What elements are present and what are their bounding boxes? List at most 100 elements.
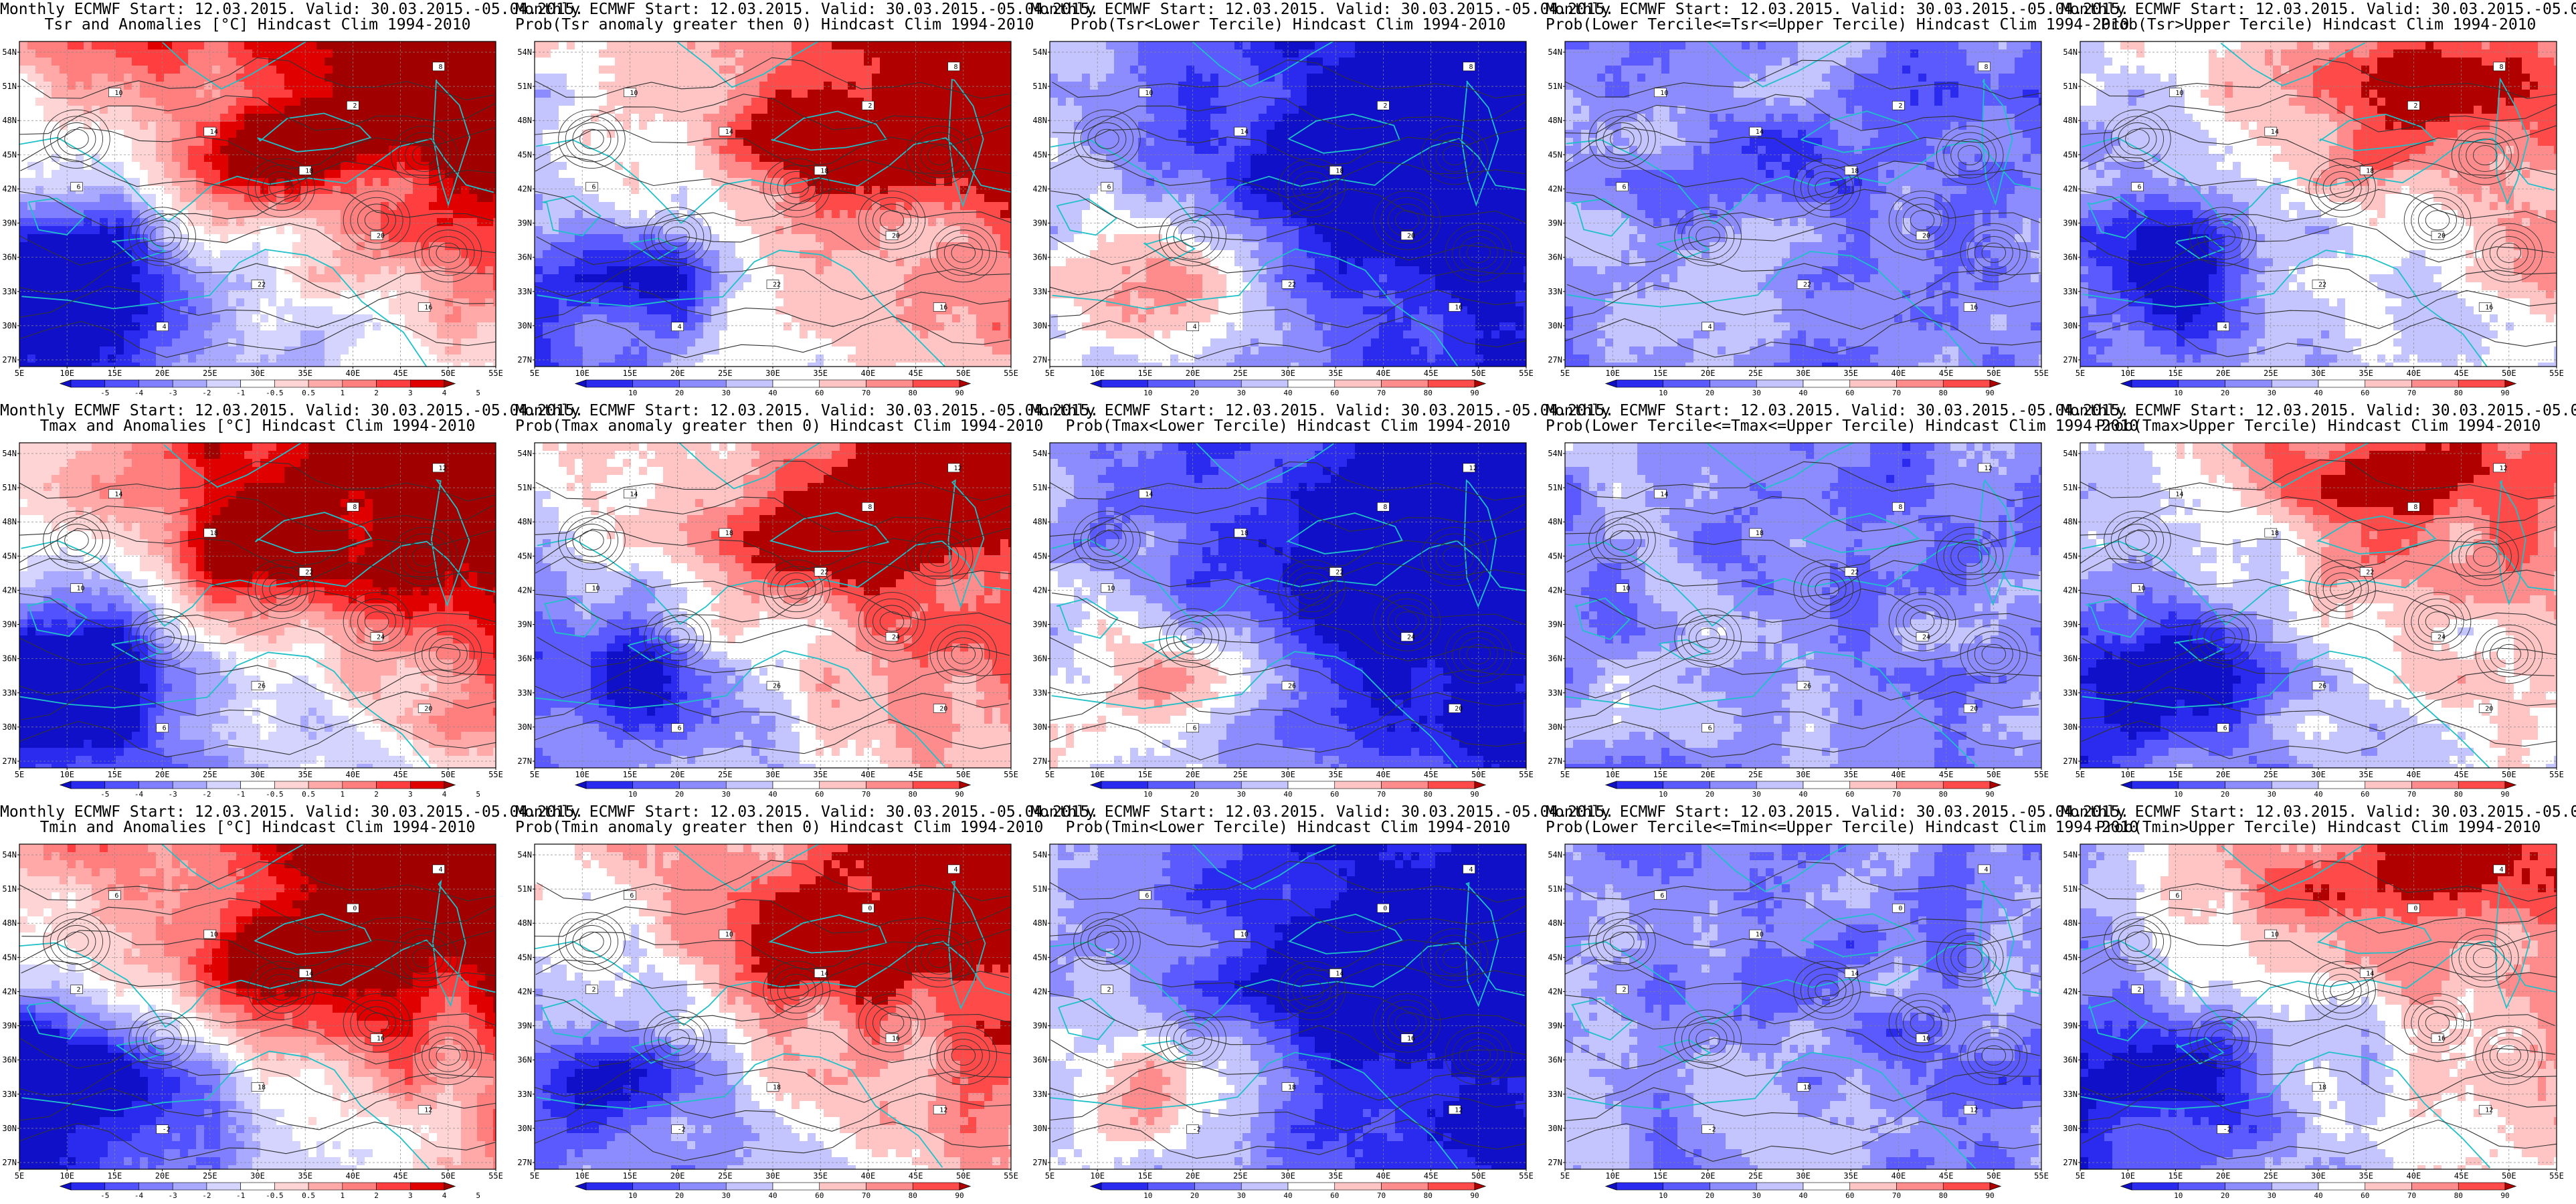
colorbar-segment [59,379,72,388]
contour-label: 8 [1985,64,1989,71]
colorbar-tick-label: 10 [1143,389,1152,397]
longitude-tick-label: 20E [155,1171,170,1181]
longitude-tick-label: 55E [1004,369,1018,378]
colorbar-tick-label: -4 [134,389,144,397]
map-panel: Monthly ECMWF Start: 12.03.2015. Valid: … [2061,0,2576,401]
map-field [2080,41,2557,367]
latitude-tick-label: 39N [2,1021,17,1031]
contour-label: 16 [424,304,432,312]
colorbar-tick-label: 30 [2268,1191,2276,1200]
colorbar-segment [632,379,680,388]
latitude-tick-label: 30N [2,722,17,732]
map-panel: Monthly ECMWF Start: 12.03.2015. Valid: … [2061,803,2576,1204]
latitude-tick-label: 51N [2063,884,2078,894]
panel-title-main: Monthly ECMWF Start: 12.03.2015. Valid: … [515,403,1099,419]
colorbar-tick-label: 80 [1939,790,1948,799]
coastlines [1565,844,2041,1169]
colorbar-tick-label: 2 [374,389,379,397]
longitude-tick-label: 40E [861,369,876,378]
longitude-tick-label: 10E [575,369,589,378]
colorbar-tick-label: 60 [815,790,824,799]
colorbar-segment [574,379,587,388]
colorbar-segment [1240,1182,1289,1191]
colorbar-tick-label: 80 [1939,389,1948,397]
latitude-tick-label: 48N [517,918,532,928]
contour-labels: 14 18 22 24 26 12 10 8 6 20 [2131,463,2508,732]
panel-title-variable: Prob(Lower Tercile<=Tmax<=Upper Tercile)… [1546,418,2138,434]
longitude-labels: 5E 10E 15E 20E 25E 30E 35E 40E 45E 50E 55E [15,367,503,378]
colorbar-tick-label: 20 [1190,1191,1199,1200]
panel-title-variable: Prob(Tmin<Lower Tercile) Hindcast Clim 1… [1030,819,1546,835]
contour-labels: 6 10 14 16 18 4 2 0 -2 12 [70,864,445,1134]
longitude-labels: 5E 10E 15E 20E 25E 30E 35E 40E 45E 50E 55E [1560,367,2049,378]
latitude-tick-label: 33N [2063,688,2078,698]
latitude-tick-label: 30N [2,1124,17,1133]
panel-title-main: Monthly ECMWF Start: 12.03.2015. Valid: … [1546,403,2129,419]
contour-label: 6 [163,725,167,732]
contour-label: 12 [2485,1107,2493,1114]
longitude-tick-label: 10E [1090,770,1105,779]
latitude-tick-label: 54N [2063,47,2078,57]
longitude-tick-label: 25E [718,770,733,779]
contour-label: 10 [1240,931,1249,938]
climatology-contours [1565,461,2041,758]
colorbar-tick-label: 60 [1330,790,1339,799]
latitude-tick-label: 51N [1032,82,1047,91]
contour-label: 14 [2366,970,2374,977]
latitude-tick-label: 33N [2,1090,17,1099]
longitude-tick-label: 45E [393,1171,408,1181]
colorbar-tick-label: 70 [1892,790,1901,799]
latitude-labels: 54N 51N 48N 45N 42N 39N 36N 33N 30N 27N [517,449,535,766]
longitude-tick-label: 55E [1519,1171,1534,1181]
contour-label: 26 [773,683,781,690]
longitude-tick-label: 50E [441,1171,456,1181]
colorbar-segment [1147,1182,1195,1191]
latitude-tick-label: 30N [1548,321,1562,330]
contour-label: 18 [1240,530,1249,537]
colorbar-segment [1803,1182,1851,1191]
latitude-tick-label: 33N [1548,1090,1562,1099]
longitude-tick-label: 35E [1328,1171,1343,1181]
longitude-tick-label: 20E [670,770,685,779]
latitude-tick-label: 33N [517,688,532,698]
colorbar-tick-label: 10 [2174,389,2183,397]
contour-label: 18 [2318,1084,2326,1092]
latitude-tick-label: 36N [2063,253,2078,262]
panel-title-variable: Prob(Tmin>Upper Tercile) Hindcast Clim 1… [2061,819,2576,835]
colorbar-tick-label: 40 [1283,1191,1292,1200]
colorbar-segment [1147,379,1195,388]
colorbar-tick-label: -5 [100,389,109,397]
colorbar-segment [1427,1182,1475,1191]
contour-label: 8 [954,64,958,71]
longitude-tick-label: 25E [2264,770,2278,779]
longitude-tick-label: 15E [1653,369,1668,378]
latitude-tick-label: 42N [2,585,17,595]
colorbar-tick-label: 30 [2268,790,2276,799]
colorbar-segment [2178,1182,2225,1191]
colorbar-tick-label: -1 [236,389,245,397]
colorbar-segment [139,379,173,388]
panel-title-variable: Prob(Tmax anomaly greater then 0) Hindca… [515,418,1043,434]
contour-label: 14 [2175,491,2183,498]
contour-label: 22 [258,282,266,289]
colorbar-segment [1194,781,1242,789]
longitude-tick-label: 55E [488,369,503,378]
panel-title-main: Monthly ECMWF Start: 12.03.2015. Valid: … [0,804,583,820]
coastlines [1050,844,1525,1169]
contour-labels: 14 18 22 24 26 12 10 8 6 20 [1101,463,1477,732]
colorbar-tick-label: -1 [236,790,245,799]
colorbar-tick-label: 30 [1752,1191,1761,1200]
colorbar: 10 20 30 40 60 70 80 90 [1089,781,1487,799]
latitude-tick-label: 54N [1032,47,1047,57]
latitude-tick-label: 51N [1032,884,1047,894]
contour-labels: 10 14 18 20 22 8 6 2 4 16 [70,62,445,331]
map-field [535,443,1011,768]
colorbar-segment [2131,1182,2179,1191]
colorbar-tick-label: -0.5 [266,389,284,397]
colorbar-tick-label: 40 [768,389,777,397]
colorbar-segment [1101,781,1149,789]
colorbar-segment [139,781,173,789]
map-figure: 14 18 22 24 26 12 10 8 6 20 54N 51N 48N 45N 42N 39N 36N 3… [517,442,1018,799]
colorbar-tick-label: 70 [1892,1191,1901,1200]
colorbar-segment [725,1182,773,1191]
